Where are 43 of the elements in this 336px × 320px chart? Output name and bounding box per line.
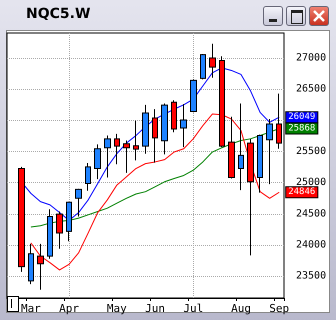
candlestick (171, 100, 177, 133)
candlestick (18, 166, 25, 272)
candlestick (133, 120, 139, 161)
candlestick (85, 162, 91, 192)
x-tick-label: May (106, 302, 128, 315)
candlestick (75, 188, 82, 217)
candlestick (228, 116, 235, 179)
data-label: 24846 (288, 187, 316, 198)
candlestick (200, 53, 206, 80)
y-tick-label: 26500 (296, 84, 326, 95)
data-label: 25868 (288, 124, 316, 134)
x-tick-label: Mar (20, 302, 42, 315)
candlestick (28, 243, 34, 285)
candlestick (142, 104, 149, 154)
candlestick (238, 103, 244, 191)
y-tick-label: 23500 (296, 270, 326, 282)
candlestick (47, 208, 53, 260)
data-label: 26049 (288, 112, 316, 122)
x-tick-label: Jun (145, 302, 165, 315)
candlestick (104, 135, 111, 178)
candlestick (266, 118, 273, 185)
y-tick-label: 27000 (296, 52, 326, 64)
candlestick (209, 43, 216, 78)
x-tick-label: Jul (183, 302, 204, 315)
candlestick (66, 201, 72, 242)
chart-title: NQC5.W (26, 6, 90, 22)
candlestick (180, 104, 187, 148)
x-tick-label: Sep (269, 302, 290, 315)
candlestick (257, 134, 263, 194)
candlestick (123, 140, 130, 174)
candlestick (190, 78, 197, 113)
candlestick (247, 138, 254, 256)
y-tick-label: 24000 (296, 240, 326, 250)
candlestick (56, 211, 63, 250)
x-tick-label: Aug (231, 302, 251, 315)
y-tick-label: 24500 (296, 208, 326, 220)
candlestick (276, 93, 282, 150)
candlestick (161, 103, 168, 155)
candlestick (94, 144, 101, 180)
x-tick-label: Apr (59, 302, 80, 315)
y-tick-label: 25500 (296, 146, 326, 157)
y-tick-label: 25000 (296, 177, 326, 188)
candlestick (114, 133, 120, 165)
